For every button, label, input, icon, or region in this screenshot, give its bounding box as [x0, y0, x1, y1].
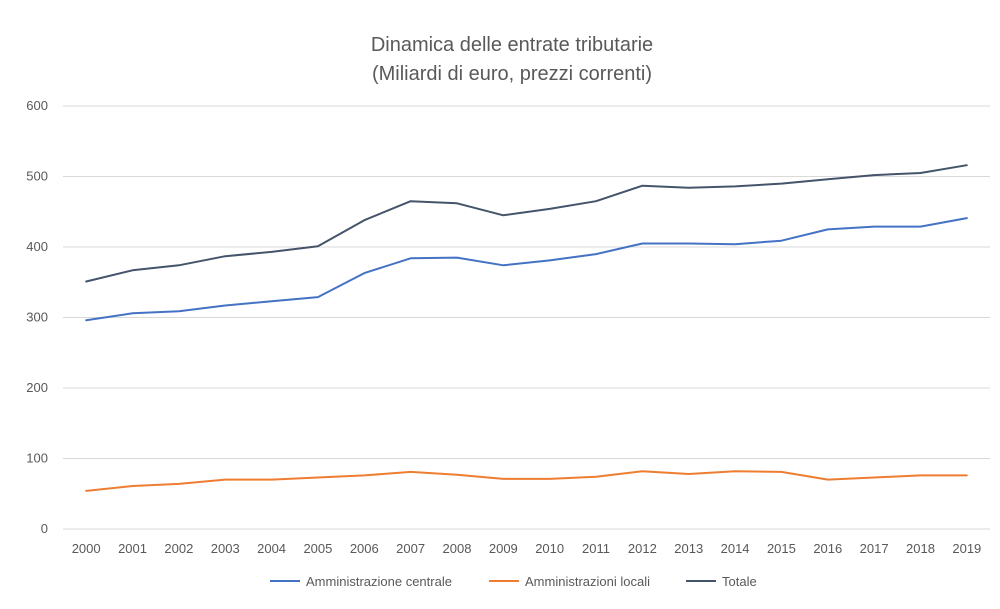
- legend-label-amministrazioni-locali: Amministrazioni locali: [525, 574, 650, 589]
- y-tick-label: 500: [26, 169, 48, 184]
- x-tick-label: 2006: [350, 541, 379, 556]
- legend-label-totale: Totale: [722, 574, 757, 589]
- y-tick-label: 300: [26, 310, 48, 325]
- x-tick-label: 2000: [72, 541, 101, 556]
- y-tick-label: 200: [26, 380, 48, 395]
- series-line-amministrazione-centrale: [85, 217, 968, 322]
- y-axis-ticks: 0 100 200 300 400 500 600: [26, 98, 48, 536]
- chart-subtitle: (Miliardi di euro, prezzi correnti): [372, 63, 652, 85]
- x-tick-label: 2008: [443, 541, 472, 556]
- x-tick-label: 2010: [535, 541, 564, 556]
- x-tick-label: 2019: [952, 541, 981, 556]
- x-tick-label: 2017: [860, 541, 889, 556]
- x-tick-label: 2009: [489, 541, 518, 556]
- x-tick-label: 2004: [257, 541, 286, 556]
- x-tick-label: 2007: [396, 541, 425, 556]
- x-tick-label: 2012: [628, 541, 657, 556]
- y-tick-label: 0: [41, 521, 48, 536]
- y-tick-label: 600: [26, 98, 48, 113]
- x-tick-label: 2015: [767, 541, 796, 556]
- x-tick-label: 2002: [164, 541, 193, 556]
- x-tick-label: 2001: [118, 541, 147, 556]
- chart-title: Dinamica delle entrate tributarie: [371, 34, 653, 56]
- x-tick-label: 2018: [906, 541, 935, 556]
- x-tick-label: 2016: [813, 541, 842, 556]
- x-tick-label: 2011: [582, 541, 610, 556]
- legend: Amministrazione centrale Amministrazioni …: [270, 574, 757, 589]
- series-line-totale: [85, 164, 968, 283]
- gridlines: [63, 105, 990, 530]
- x-tick-label: 2003: [211, 541, 240, 556]
- x-tick-label: 2014: [721, 541, 750, 556]
- y-tick-label: 400: [26, 239, 48, 254]
- y-tick-label: 100: [26, 451, 48, 466]
- legend-label-amministrazione-centrale: Amministrazione centrale: [306, 574, 452, 589]
- x-tick-label: 2013: [674, 541, 703, 556]
- series-line-amministrazioni-locali: [85, 470, 968, 492]
- x-tick-label: 2005: [303, 541, 332, 556]
- x-axis-ticks: 2000 2001 2002 2003 2004 2005 2006 2007 2008 2009…: [72, 541, 982, 556]
- series-lines: [85, 164, 968, 492]
